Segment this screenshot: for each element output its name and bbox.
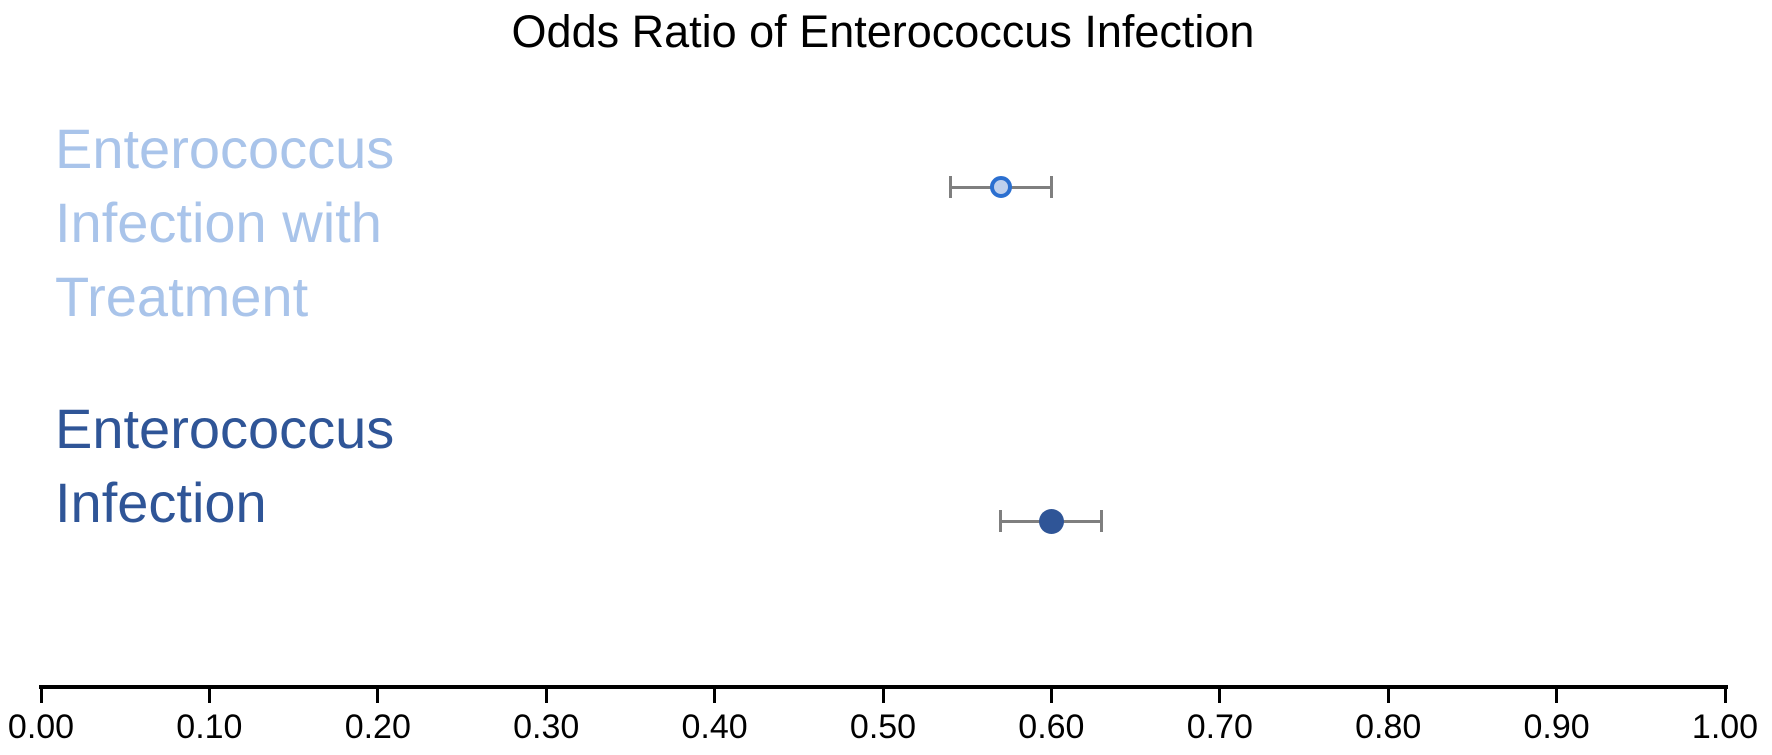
error-bar-cap-right [1049, 176, 1053, 198]
series-label-with-treatment: Enterococcus Infection with Treatment [55, 112, 394, 334]
x-axis-tick [1049, 689, 1053, 703]
x-axis-tick-label: 0.20 [344, 708, 411, 746]
error-bar-cap-left [999, 510, 1003, 532]
x-axis-tick [1555, 689, 1559, 703]
x-axis-line [39, 685, 1728, 689]
x-axis-tick-label: 0.40 [681, 708, 748, 746]
x-axis-tick [376, 689, 380, 703]
chart-title: Odds Ratio of Enterococcus Infection [511, 6, 1255, 57]
data-point-marker [1038, 508, 1064, 534]
series-label-line: Enterococcus [55, 397, 395, 460]
x-axis-tick-label: 0.90 [1523, 708, 1590, 746]
x-axis-tick [881, 689, 885, 703]
x-axis-tick [207, 689, 211, 703]
x-axis-tick [713, 689, 717, 703]
x-axis-tick-label: 0.70 [1186, 708, 1253, 746]
series-label-line: Treatment [55, 265, 309, 328]
x-axis-tick-label: 0.00 [7, 708, 75, 746]
x-axis-tick [1386, 689, 1390, 703]
x-axis-tick-label: 0.10 [176, 708, 243, 746]
error-bar-cap-left [948, 176, 952, 198]
x-axis-tick-label: 0.80 [1355, 708, 1422, 746]
series-label-line: Infection [55, 471, 267, 534]
x-axis-tick [544, 689, 548, 703]
x-axis-tick-label: 1.00 [1691, 708, 1759, 746]
x-axis-tick-label: 0.50 [849, 708, 917, 746]
series-label-line: Enterococcus [55, 117, 395, 180]
x-axis-tick [1723, 689, 1727, 703]
series-label-infection: Enterococcus Infection [55, 392, 394, 540]
x-axis-tick-label: 0.30 [513, 708, 580, 746]
data-point-marker [989, 176, 1012, 198]
series-label-line: Infection with [55, 191, 382, 254]
x-axis-tick-label: 0.60 [1018, 708, 1085, 746]
x-axis-tick [39, 689, 43, 703]
error-bar-cap-right [1100, 510, 1104, 532]
x-axis-tick [1218, 689, 1222, 703]
